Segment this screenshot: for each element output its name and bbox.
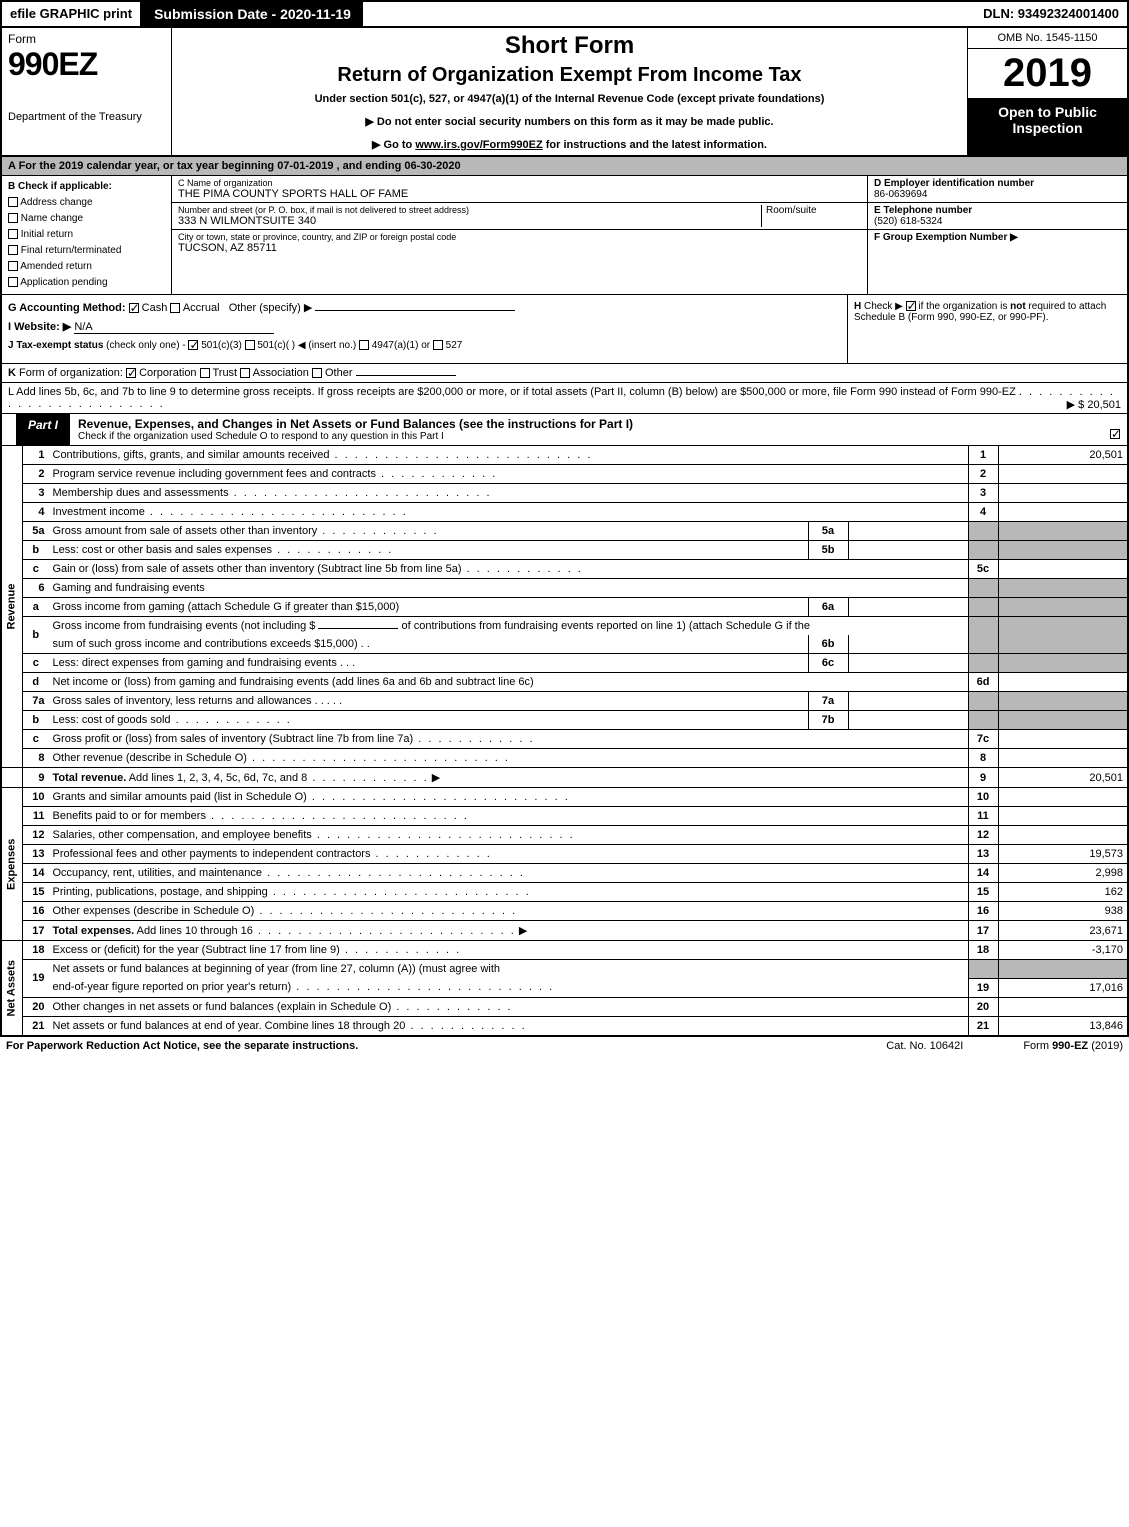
line4-value [998,503,1128,522]
page-footer: For Paperwork Reduction Act Notice, see … [0,1036,1129,1055]
city-label: City or town, state or province, country… [178,232,861,242]
subtitle: Under section 501(c), 527, or 4947(a)(1)… [180,93,959,105]
row-k: K Form of organization: Corporation Trus… [0,364,1129,383]
note-goto: ▶ Go to www.irs.gov/Form990EZ for instru… [180,138,959,151]
line9-value: 20,501 [998,768,1128,788]
header-left: Form 990EZ Department of the Treasury [2,28,172,155]
header-right: OMB No. 1545-1150 2019 Open to Public In… [967,28,1127,155]
line17-value: 23,671 [998,921,1128,941]
chk-association[interactable] [240,368,250,378]
tel-label: E Telephone number [874,205,972,216]
chk-final-return[interactable]: Final return/terminated [8,243,165,259]
chk-527[interactable] [433,340,443,350]
tel-value: (520) 618-5324 [874,216,942,227]
chk-application-pending[interactable]: Application pending [8,275,165,291]
revenue-side-label: Revenue [1,446,23,768]
line6d-value [998,673,1128,692]
row-i: I Website: ▶ N/A [8,320,841,334]
part1-header: Part I Revenue, Expenses, and Changes in… [0,414,1129,446]
short-form-title: Short Form [180,32,959,60]
gross-receipts-amount: ▶ $ 20,501 [1067,398,1121,411]
dept-label: Department of the Treasury [8,111,165,123]
chk-501c3[interactable] [188,340,198,350]
chk-corporation[interactable] [126,368,136,378]
line19-value: 17,016 [998,978,1128,997]
chk-initial-return[interactable]: Initial return [8,227,165,243]
line10-value [998,788,1128,807]
chk-name-change[interactable]: Name change [8,211,165,227]
col-b-header: B Check if applicable: [8,181,112,192]
chk-amended-return[interactable]: Amended return [8,259,165,275]
chk-schedule-o[interactable] [1110,429,1120,439]
tax-year: 2019 [968,49,1127,98]
form-number: 990EZ [8,46,165,83]
city-value: TUCSON, AZ 85711 [178,242,861,254]
note-ssn: ▶ Do not enter social security numbers o… [180,115,959,128]
expenses-side-label: Expenses [1,788,23,941]
group-exemption-label: F Group Exemption Number ▶ [874,232,1018,243]
row-l: L Add lines 5b, 6c, and 7b to line 9 to … [0,383,1129,414]
website-value: N/A [74,321,274,334]
ein-label: D Employer identification number [874,178,1034,189]
ein-value: 86-0639694 [874,189,927,200]
main-title: Return of Organization Exempt From Incom… [180,64,959,87]
section-bcd: B Check if applicable: Address change Na… [0,176,1129,295]
chk-address-change[interactable]: Address change [8,195,165,211]
line16-value: 938 [998,902,1128,921]
line1-value: 20,501 [998,446,1128,465]
col-c-org-info: C Name of organization THE PIMA COUNTY S… [172,176,867,294]
col-b-checkboxes: B Check if applicable: Address change Na… [2,176,172,294]
line11-value [998,807,1128,826]
street-label: Number and street (or P. O. box, if mail… [178,205,761,215]
form-label: Form [8,32,165,46]
row-ghij: G Accounting Method: Cash Accrual Other … [0,295,1129,364]
top-bar: efile GRAPHIC print Submission Date - 20… [0,0,1129,28]
line12-value [998,826,1128,845]
omb-number: OMB No. 1545-1150 [968,28,1127,49]
chk-other-org[interactable] [312,368,322,378]
chk-501c[interactable] [245,340,255,350]
org-name: THE PIMA COUNTY SPORTS HALL OF FAME [178,188,861,200]
row-a-tax-year: A For the 2019 calendar year, or tax yea… [0,157,1129,176]
footer-cat-no: Cat. No. 10642I [886,1040,963,1052]
chk-accrual[interactable] [170,303,180,313]
row-h: H Check ▶ if the organization is not req… [847,295,1127,363]
row-j: J Tax-exempt status (check only one) - 5… [8,340,841,351]
chk-schedule-b[interactable] [906,301,916,311]
org-name-label: C Name of organization [178,178,861,188]
line13-value: 19,573 [998,845,1128,864]
header-center: Short Form Return of Organization Exempt… [172,28,967,155]
line3-value [998,484,1128,503]
line20-value [998,997,1128,1016]
chk-trust[interactable] [200,368,210,378]
dln-label: DLN: 93492324001400 [975,2,1127,26]
part1-tab: Part I [16,414,70,445]
chk-cash[interactable] [129,303,139,313]
line5c-value [998,560,1128,579]
part1-table: Revenue 1 Contributions, gifts, grants, … [0,446,1129,1036]
part1-title: Revenue, Expenses, and Changes in Net As… [70,414,1103,445]
chk-4947[interactable] [359,340,369,350]
line18-value: -3,170 [998,941,1128,960]
col-d-ids: D Employer identification number 86-0639… [867,176,1127,294]
net-assets-side-label: Net Assets [1,941,23,1036]
footer-paperwork: For Paperwork Reduction Act Notice, see … [6,1040,886,1052]
open-to-public: Open to Public Inspection [968,98,1127,155]
line8-value [998,749,1128,768]
irs-link[interactable]: www.irs.gov/Form990EZ [415,139,542,151]
line2-value [998,465,1128,484]
line15-value: 162 [998,883,1128,902]
row-g: G Accounting Method: Cash Accrual Other … [8,301,841,314]
line7c-value [998,730,1128,749]
line14-value: 2,998 [998,864,1128,883]
footer-form-ref: Form 990-EZ (2019) [1023,1040,1123,1052]
line21-value: 13,846 [998,1016,1128,1035]
room-suite-label: Room/suite [761,205,861,227]
form-header: Form 990EZ Department of the Treasury Sh… [0,28,1129,157]
street-value: 333 N WILMONTSUITE 340 [178,215,761,227]
efile-print-button[interactable]: efile GRAPHIC print [2,2,142,26]
submission-date-button[interactable]: Submission Date - 2020-11-19 [142,2,363,26]
